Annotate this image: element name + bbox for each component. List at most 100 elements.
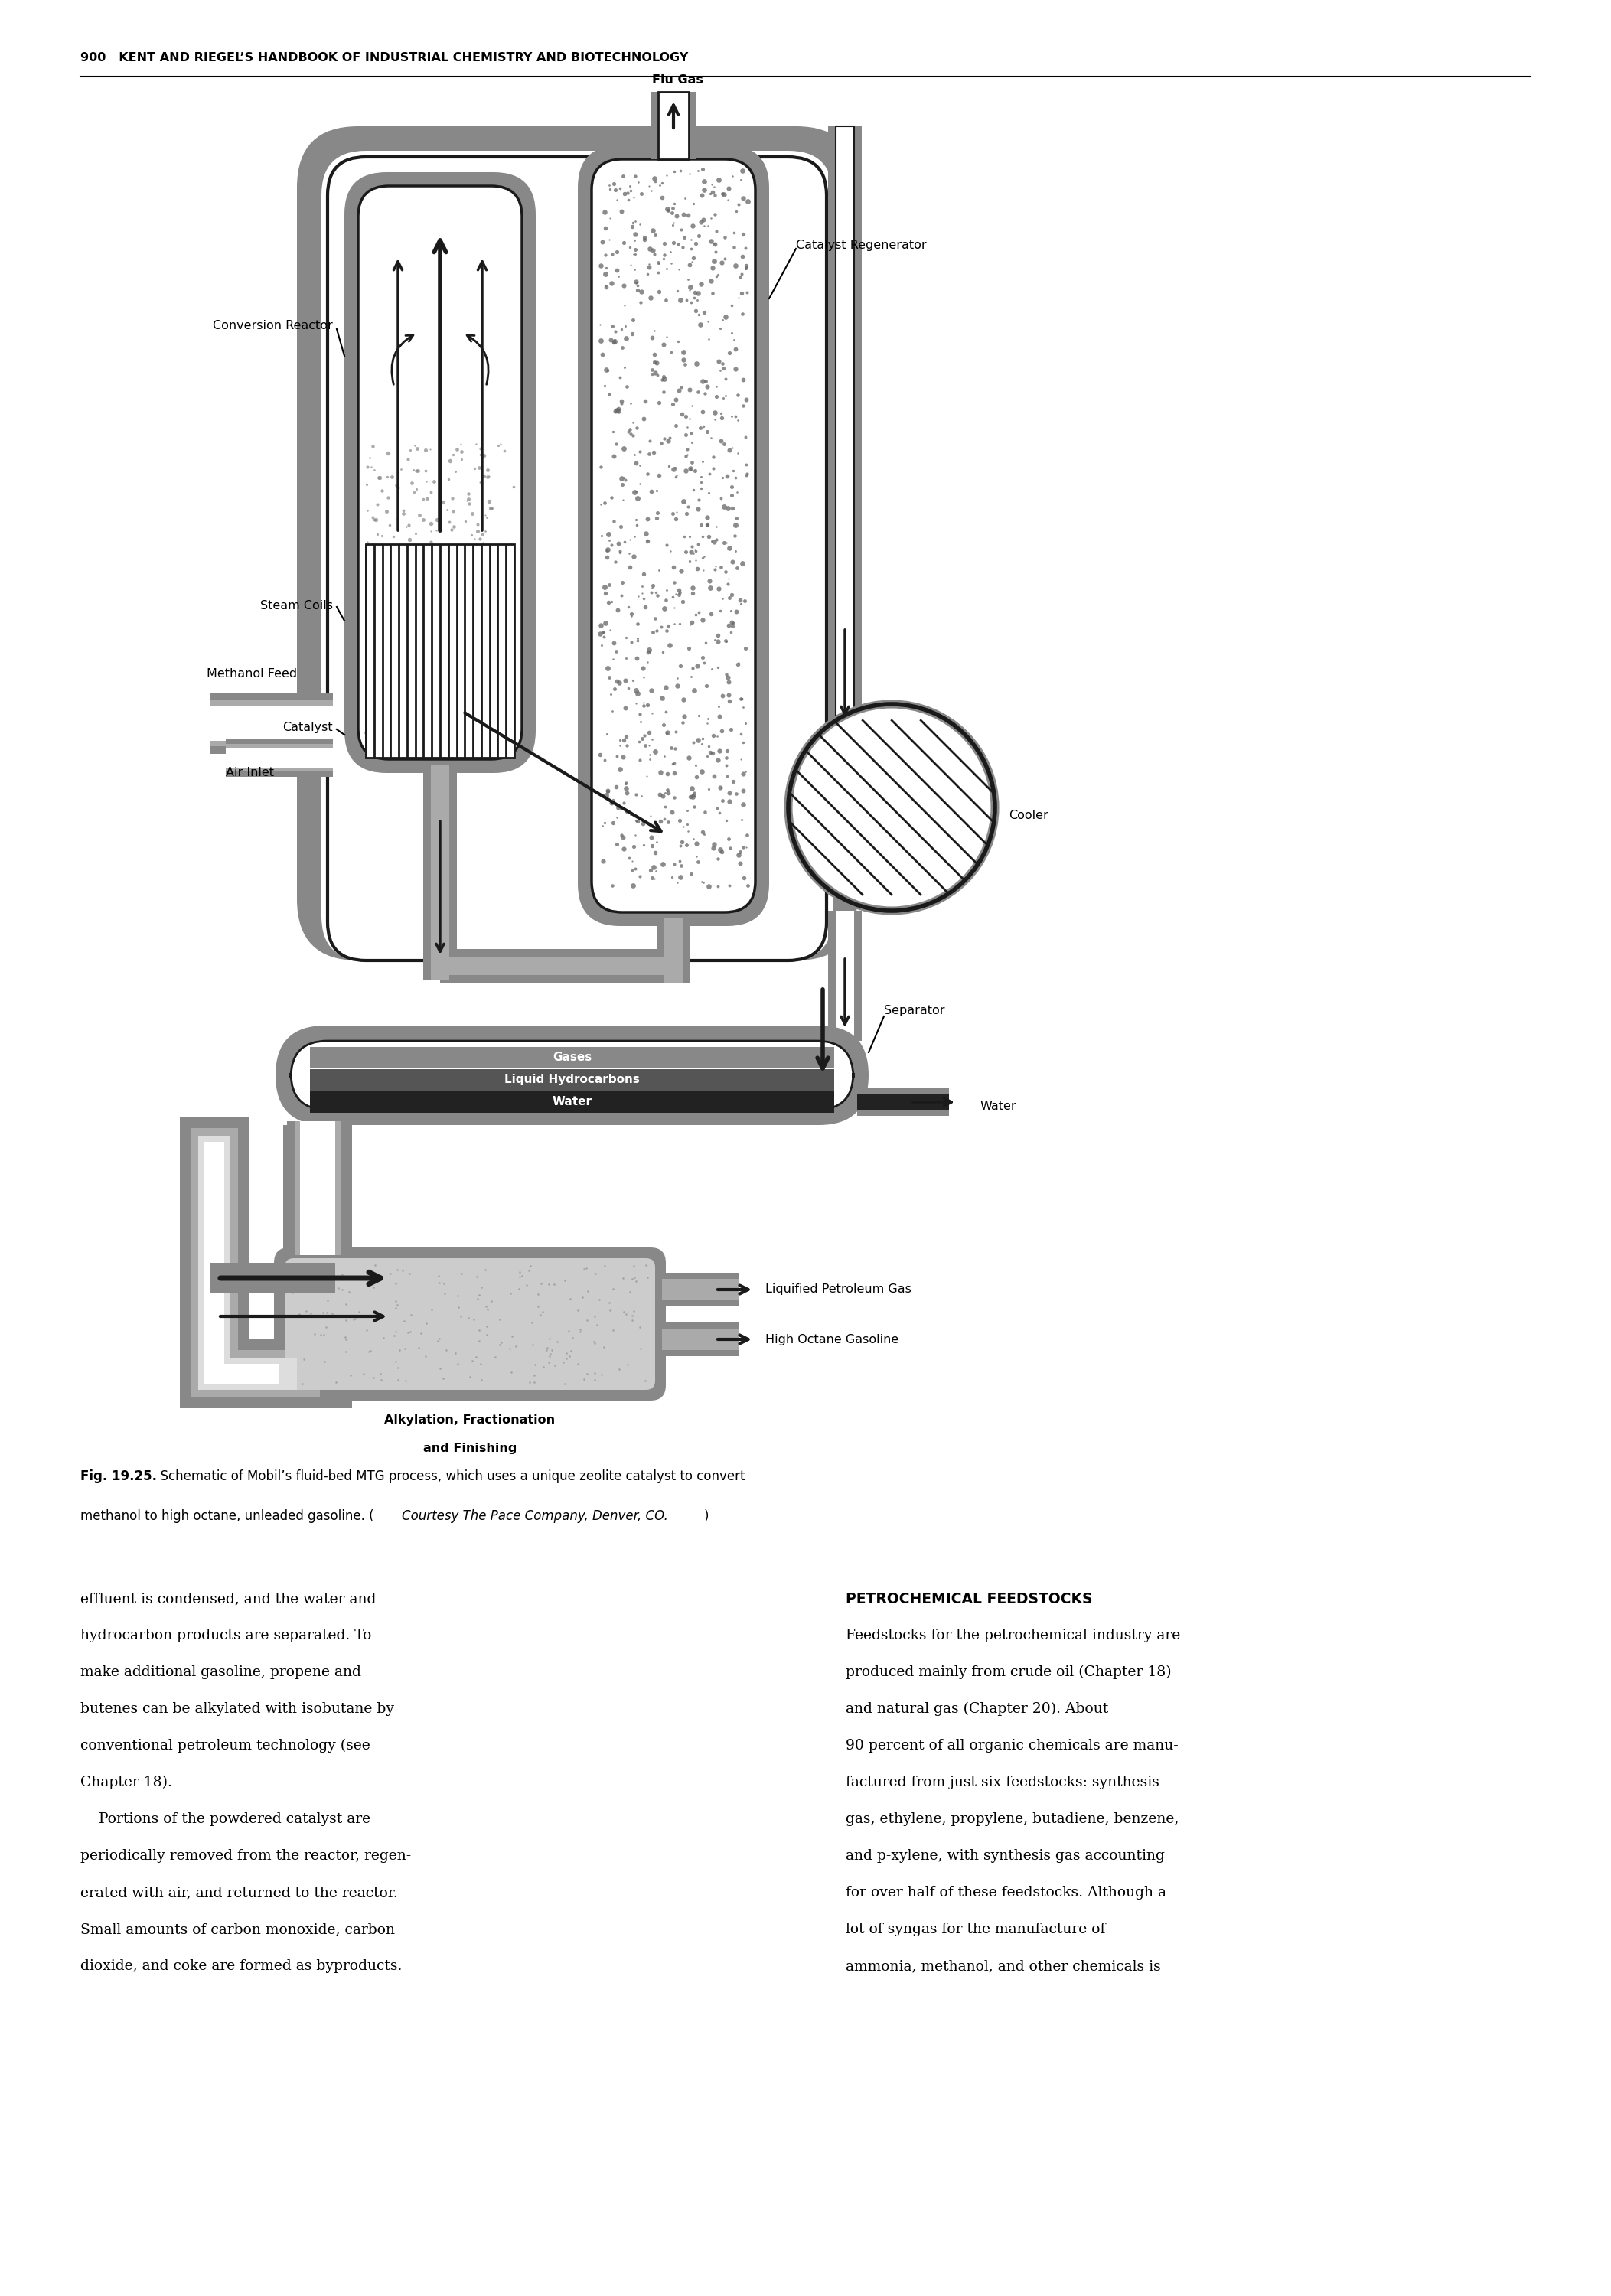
Text: conventional petroleum technology (see: conventional petroleum technology (see <box>81 1738 371 1752</box>
Bar <box>836 912 854 1040</box>
Bar <box>836 126 854 810</box>
Bar <box>205 1364 279 1384</box>
Text: methanol to high octane, unleaded gasoline. (: methanol to high octane, unleaded gasoli… <box>81 1508 374 1522</box>
Bar <box>857 1095 949 1109</box>
Text: Alkylation, Fractionation: Alkylation, Fractionation <box>385 1414 556 1426</box>
Text: Gases: Gases <box>553 1052 591 1063</box>
Text: Water: Water <box>979 1100 1017 1111</box>
Bar <box>659 92 690 158</box>
Bar <box>836 126 854 810</box>
Bar <box>211 705 333 742</box>
FancyBboxPatch shape <box>591 158 756 912</box>
Bar <box>205 1141 224 1384</box>
Text: 90 percent of all organic chemicals are manu-: 90 percent of all organic chemicals are … <box>846 1738 1178 1752</box>
Text: butenes can be alkylated with isobutane by: butenes can be alkylated with isobutane … <box>81 1701 395 1715</box>
Bar <box>309 1047 834 1068</box>
FancyBboxPatch shape <box>275 1026 868 1125</box>
Bar <box>180 1118 248 1407</box>
Bar <box>430 765 449 980</box>
FancyBboxPatch shape <box>358 186 522 760</box>
Bar <box>295 1120 340 1256</box>
Text: gas, ethylene, propylene, butadiene, benzene,: gas, ethylene, propylene, butadiene, ben… <box>846 1812 1179 1825</box>
Bar <box>440 948 673 983</box>
Text: erated with air, and returned to the reactor.: erated with air, and returned to the rea… <box>81 1885 398 1899</box>
Bar <box>440 957 673 976</box>
Text: and Finishing: and Finishing <box>424 1442 517 1453</box>
Text: Portions of the powdered catalyst are: Portions of the powdered catalyst are <box>81 1812 371 1825</box>
Text: Liquid Hydrocarbons: Liquid Hydrocarbons <box>504 1075 640 1086</box>
Bar <box>198 1137 230 1389</box>
Text: Cooler: Cooler <box>1008 810 1049 822</box>
FancyBboxPatch shape <box>322 152 833 960</box>
Bar <box>662 1279 738 1300</box>
Bar <box>300 1120 335 1256</box>
Text: periodically removed from the reactor, regen-: periodically removed from the reactor, r… <box>81 1848 411 1862</box>
Text: Liquified Petroleum Gas: Liquified Petroleum Gas <box>765 1283 912 1295</box>
Bar <box>226 744 333 771</box>
Bar <box>662 1272 738 1306</box>
Bar <box>309 1091 834 1114</box>
Text: lot of syngas for the manufacture of: lot of syngas for the manufacture of <box>846 1922 1105 1936</box>
Bar <box>651 92 696 158</box>
Text: Water: Water <box>553 1097 591 1109</box>
FancyBboxPatch shape <box>578 145 768 925</box>
Text: Methanol Feed: Methanol Feed <box>206 668 296 680</box>
Text: and p-xylene, with synthesis gas accounting: and p-xylene, with synthesis gas account… <box>846 1848 1165 1862</box>
Bar <box>284 1125 353 1256</box>
Text: Conversion Reactor: Conversion Reactor <box>213 319 333 331</box>
Text: factured from just six feedstocks: synthesis: factured from just six feedstocks: synth… <box>846 1775 1160 1789</box>
Bar <box>662 1329 738 1350</box>
Bar <box>662 1322 738 1357</box>
Text: Catalyst Regenerator: Catalyst Regenerator <box>796 239 926 250</box>
Text: Fig. 19.25.: Fig. 19.25. <box>81 1469 156 1483</box>
Bar <box>293 1125 342 1256</box>
Bar <box>226 739 333 776</box>
Bar <box>424 765 458 980</box>
Text: 900   KENT AND RIEGEL’S HANDBOOK OF INDUSTRIAL CHEMISTRY AND BIOTECHNOLOGY: 900 KENT AND RIEGEL’S HANDBOOK OF INDUST… <box>81 53 688 64</box>
Bar <box>664 918 683 983</box>
Text: effluent is condensed, and the water and: effluent is condensed, and the water and <box>81 1591 375 1605</box>
FancyBboxPatch shape <box>285 1258 656 1389</box>
Circle shape <box>788 705 996 912</box>
Text: ): ) <box>704 1508 709 1522</box>
Text: produced mainly from crude oil (Chapter 18): produced mainly from crude oil (Chapter … <box>846 1665 1171 1678</box>
FancyBboxPatch shape <box>327 156 826 960</box>
Text: and natural gas (Chapter 20). About: and natural gas (Chapter 20). About <box>846 1701 1108 1715</box>
Bar <box>657 918 691 983</box>
Bar <box>366 544 514 758</box>
Bar <box>180 1339 353 1407</box>
Text: Separator: Separator <box>884 1006 944 1015</box>
Bar <box>190 1350 321 1398</box>
Text: PETROCHEMICAL FEEDSTOCKS: PETROCHEMICAL FEEDSTOCKS <box>846 1591 1092 1607</box>
Text: Catalyst: Catalyst <box>282 721 333 732</box>
FancyBboxPatch shape <box>296 126 857 960</box>
Bar <box>190 1127 238 1398</box>
Text: dioxide, and coke are formed as byproducts.: dioxide, and coke are formed as byproduc… <box>81 1958 403 1972</box>
Text: Chapter 18).: Chapter 18). <box>81 1775 172 1789</box>
Bar <box>211 700 333 746</box>
Text: Small amounts of carbon monoxide, carbon: Small amounts of carbon monoxide, carbon <box>81 1922 395 1936</box>
FancyBboxPatch shape <box>274 1247 665 1401</box>
Bar <box>301 1125 333 1256</box>
Bar <box>309 1070 834 1091</box>
Text: Courtesy The Pace Company, Denver, CO.: Courtesy The Pace Company, Denver, CO. <box>401 1508 669 1522</box>
Bar <box>366 544 514 758</box>
Text: for over half of these feedstocks. Although a: for over half of these feedstocks. Altho… <box>846 1885 1166 1899</box>
Bar <box>659 92 690 158</box>
Text: High Octane Gasoline: High Octane Gasoline <box>765 1334 899 1345</box>
FancyBboxPatch shape <box>345 172 536 774</box>
Text: Flu Gas: Flu Gas <box>652 73 702 85</box>
Text: make additional gasoline, propene and: make additional gasoline, propene and <box>81 1665 361 1678</box>
Text: Feedstocks for the petrochemical industry are: Feedstocks for the petrochemical industr… <box>846 1628 1181 1642</box>
Text: Air Inlet: Air Inlet <box>226 767 274 778</box>
Bar <box>828 126 862 810</box>
Bar <box>198 1357 296 1389</box>
Text: hydrocarbon products are separated. To: hydrocarbon products are separated. To <box>81 1628 372 1642</box>
Text: Steam Coils: Steam Coils <box>261 599 333 611</box>
Text: ammonia, methanol, and other chemicals is: ammonia, methanol, and other chemicals i… <box>846 1958 1162 1972</box>
Bar <box>211 693 333 753</box>
Bar <box>287 1120 348 1256</box>
Bar <box>828 912 862 1040</box>
Text: Schematic of Mobil’s fluid-bed MTG process, which uses a unique zeolite catalyst: Schematic of Mobil’s fluid-bed MTG proce… <box>153 1469 744 1483</box>
Bar <box>211 1263 335 1293</box>
